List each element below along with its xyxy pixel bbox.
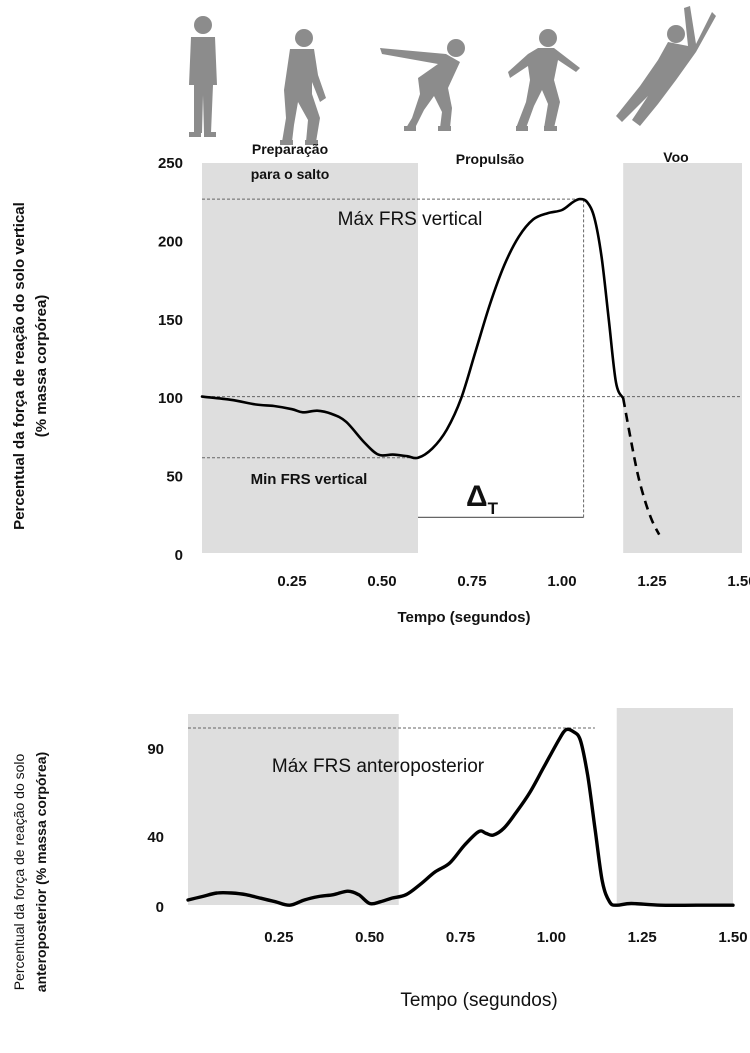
anteroposterior-y-tick-0: 0	[156, 899, 164, 916]
vertical-series-line-0	[200, 197, 625, 460]
vertical-y-tick-5: 250	[158, 155, 183, 172]
vertical-y-tick-3: 150	[158, 312, 183, 329]
y-axis-label-vertical-line2: (% massa corpórea)	[33, 295, 50, 438]
vertical-phase-shade-0	[202, 163, 418, 553]
vertical-y-tick-2: 100	[158, 390, 183, 407]
anteroposterior-grf-chart: 0 40 90 0.25 0.50 0.75 1.00 1.25 1.50 Máx FRS a…	[11, 708, 748, 1011]
vertical-x-tick-2: 0.75	[457, 573, 486, 590]
y-tick-labels: 0 40 90	[147, 741, 164, 916]
phase-label-flight: Voo	[663, 149, 688, 165]
series-lines	[186, 727, 735, 908]
vertical-y-tick-0: 0	[175, 547, 183, 564]
vertical-x-tick-5: 1.50	[727, 573, 750, 590]
vertical-grf-chart: 0 50 100 150 200 250 0.25 0.50 0.75 1.00 1.25 1.50…	[11, 141, 750, 626]
standing-person-icon	[189, 16, 217, 137]
phase-label-preparation-1: Preparação	[252, 141, 328, 157]
anteroposterior-x-tick-0: 0.25	[264, 929, 293, 946]
anteroposterior-x-tick-4: 1.25	[628, 929, 657, 946]
athlete-silhouettes-row	[189, 6, 716, 145]
min-vertical-label: Min FRS vertical	[251, 471, 368, 488]
deep-crouch-person-icon	[380, 39, 465, 131]
vertical-x-tick-3: 1.00	[547, 573, 576, 590]
x-tick-labels: 0.25 0.50 0.75 1.00 1.25 1.50	[264, 929, 747, 946]
phase-label-propulsion: Propulsão	[456, 151, 524, 167]
phase-shading	[202, 163, 742, 553]
propulsion-person-icon	[508, 29, 580, 131]
vertical-y-tick-4: 200	[158, 233, 183, 250]
vertical-phase-shade-2	[623, 163, 742, 553]
vertical-x-tick-0: 0.25	[277, 573, 306, 590]
phase-shading	[188, 708, 733, 905]
max-vertical-label: Máx FRS vertical	[338, 209, 483, 230]
y-axis-label-anteroposterior-line1: Percentual da força de reação do solo	[11, 753, 27, 990]
x-axis-label-anteroposterior: Tempo (segundos)	[400, 990, 557, 1011]
anteroposterior-phase-shade-0	[188, 714, 399, 905]
anteroposterior-x-tick-2: 0.75	[446, 929, 475, 946]
anteroposterior-x-tick-1: 0.50	[355, 929, 384, 946]
delta-t-marker: ΔT	[418, 480, 584, 519]
series-lines	[200, 197, 661, 536]
x-axis-label-vertical: Tempo (segundos)	[397, 609, 530, 626]
y-tick-labels: 0 50 100 150 200 250	[158, 155, 183, 564]
anteroposterior-series-line-0	[186, 727, 735, 908]
crouching-person-icon	[280, 29, 326, 145]
anteroposterior-y-tick-2: 90	[147, 741, 164, 758]
delta-t-label: ΔT	[466, 480, 499, 518]
x-tick-labels: 0.25 0.50 0.75 1.00 1.25 1.50	[277, 573, 750, 590]
vertical-y-tick-1: 50	[166, 469, 183, 486]
max-anteroposterior-label: Máx FRS anteroposterior	[272, 756, 485, 777]
vertical-x-tick-4: 1.25	[637, 573, 666, 590]
reference-lines	[202, 198, 742, 459]
vertical-x-tick-1: 0.50	[367, 573, 396, 590]
y-axis-label-vertical-line1: Percentual da força de reação do solo ve…	[11, 202, 28, 530]
anteroposterior-x-tick-5: 1.50	[718, 929, 747, 946]
flight-person-icon	[616, 6, 716, 126]
anteroposterior-phase-shade-1	[616, 708, 733, 905]
vertical-series-line-1	[621, 397, 661, 536]
anteroposterior-y-tick-1: 40	[147, 829, 164, 846]
anteroposterior-x-tick-3: 1.00	[537, 929, 566, 946]
y-axis-label-anteroposterior-line2: anteroposterior (% massa corpórea)	[33, 752, 49, 992]
phase-label-preparation-2: para o salto	[251, 166, 330, 182]
